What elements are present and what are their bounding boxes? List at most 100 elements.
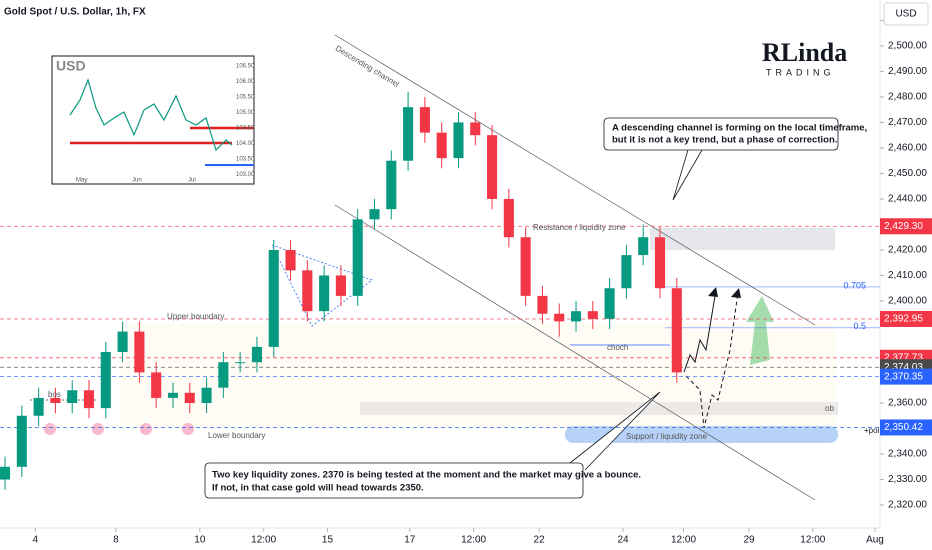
callout-text: If not, in that case gold will head towa… (212, 483, 424, 494)
level-label-box (880, 310, 932, 327)
logo-name: RLinda (762, 38, 847, 67)
channel-upper (334, 34, 816, 326)
x-tick-label: 24 (617, 535, 629, 546)
inset-month: May (76, 178, 87, 184)
candle-body (453, 122, 464, 159)
level-label: 2,374.03 (884, 362, 923, 373)
inset-tick-label: 104.50 (236, 126, 255, 132)
callout-pointer (569, 391, 661, 471)
level-label-box (880, 368, 932, 385)
x-tick-label: 12:00 (671, 535, 696, 546)
poi-label: +poi (864, 426, 880, 435)
level-label-box (880, 218, 932, 235)
level-label: 2,377.73 (884, 352, 923, 363)
candle-body (335, 275, 346, 296)
y-tick-label: 2,340.00 (888, 449, 927, 460)
x-tick-label: 22 (534, 535, 546, 546)
candle-body (302, 270, 313, 312)
bounce-arrow (746, 296, 774, 365)
candle-body (184, 392, 195, 404)
candle-body (503, 198, 514, 238)
candle-body (319, 275, 330, 312)
callout-text: Two key liquidity zones. 2370 is being t… (212, 470, 641, 481)
x-tick-label: 12:00 (461, 535, 486, 546)
candle-body (218, 362, 229, 388)
level-label: 2,370.35 (884, 371, 923, 382)
callout-pointer (672, 149, 703, 201)
channel-lower (334, 204, 816, 501)
x-tick-label: 10 (194, 535, 206, 546)
inset-month: Jul (188, 178, 196, 184)
candle-body (570, 311, 582, 322)
resistance-label: Resistance / liquidity zone (533, 223, 626, 232)
touch-point (140, 423, 152, 435)
x-tick-label: Aug (866, 535, 884, 546)
level-label: 2,429.30 (884, 221, 923, 232)
support-label: Support / liquidity zone (626, 432, 707, 441)
lower-boundary-label: Lower boundary (208, 431, 265, 440)
chart-title: Gold Spot / U.S. Dollar, 1h, FX (4, 7, 146, 18)
candle-body (67, 390, 78, 404)
y-tick-label: 2,460.00 (888, 143, 927, 154)
candle-body (587, 311, 598, 319)
y-tick-label: 2,450.00 (888, 168, 927, 179)
candle-body (638, 237, 649, 256)
logo-tagline: TRADING (766, 67, 835, 77)
candle-body (50, 397, 61, 404)
y-tick-label: 2,480.00 (888, 92, 927, 103)
candle-body (33, 397, 44, 416)
level-label: 2,350.42 (884, 422, 923, 433)
candle-body (83, 390, 95, 409)
candle-body (134, 331, 145, 373)
candle-body (537, 295, 548, 314)
candle-body (386, 160, 397, 210)
x-tick-label: 12:00 (251, 535, 276, 546)
candle-body (268, 249, 279, 347)
fib-label: 0.705 (843, 280, 866, 290)
y-tick-label: 2,470.00 (888, 117, 927, 128)
ob-label: ob (825, 404, 834, 413)
candle-body (487, 135, 498, 199)
candle-body (621, 255, 632, 289)
bos-label: bos (48, 390, 61, 399)
candle-body (520, 237, 531, 296)
support-zone (565, 426, 838, 443)
candle-body (654, 237, 666, 289)
inset-price (69, 78, 233, 152)
candle-body (554, 313, 565, 322)
callout-box (204, 462, 584, 499)
choch-label: choch (607, 343, 628, 352)
touch-point (92, 423, 104, 435)
arrow-head (708, 287, 718, 297)
x-tick-label: 15 (322, 535, 334, 546)
price-axis (880, 0, 932, 550)
arrow-head (731, 288, 741, 298)
fib-label: 0.5 (853, 321, 866, 331)
plot: 2,320.00 2,330.00 2,340.00 2,360.00 2,400.00… (0, 15, 932, 546)
y-tick-label: 2,410.00 (888, 270, 927, 281)
currency-box[interactable] (883, 2, 929, 26)
inset-tick-label: 106.00 (236, 79, 255, 85)
candle-body (0, 466, 11, 480)
touch-point (44, 423, 56, 435)
inset-tick-label: 105.50 (236, 95, 255, 101)
y-tick-label: 2,490.00 (888, 66, 927, 77)
x-tick-label: 17 (404, 535, 416, 546)
candle-body (285, 249, 296, 271)
candle-body (167, 392, 179, 398)
inset-tick-label: 103.50 (236, 157, 255, 163)
callout-box (603, 117, 839, 151)
candle-body (369, 209, 380, 220)
resistance-zone (650, 228, 835, 250)
x-tick-label: 12:00 (800, 535, 825, 546)
y-tick-label: 2,500.00 (888, 41, 927, 52)
y-tick-label: 2,400.00 (888, 296, 927, 307)
candle-body (671, 288, 682, 373)
inset-tick-label: 104.00 (236, 141, 255, 147)
candle-body (470, 122, 481, 136)
triangle-pattern (271, 244, 373, 327)
currency[interactable]: USD (895, 9, 916, 20)
